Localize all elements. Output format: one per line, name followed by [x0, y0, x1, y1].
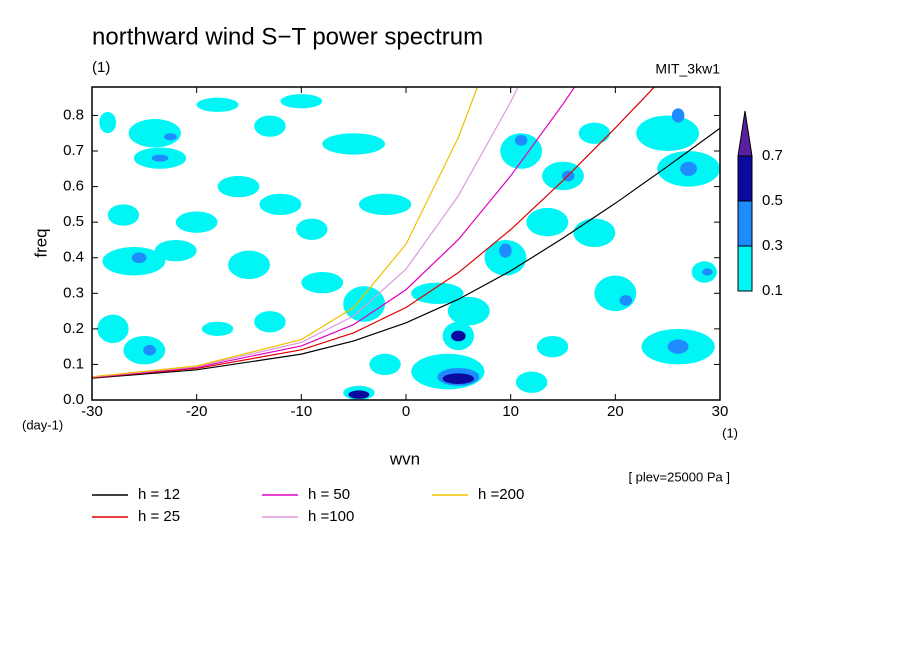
y-tick-label: 0.0: [63, 391, 84, 408]
contour-region: [280, 94, 323, 109]
contour-region: [128, 119, 181, 148]
x-axis-label: wvn: [389, 449, 420, 468]
legend-label: h = 25: [138, 508, 180, 525]
contour-region: [442, 373, 475, 384]
dispersion-curve: [92, 87, 576, 378]
x-tick-label: 10: [502, 403, 519, 420]
x-tick-label: 20: [607, 403, 624, 420]
colorbar-label: 0.7: [762, 147, 783, 164]
y-tick-label: 0.8: [63, 106, 84, 123]
contour-region: [369, 353, 401, 376]
contour-region: [619, 295, 633, 306]
contour-region: [322, 133, 386, 155]
contour-region: [500, 133, 543, 169]
legend-label: h =200: [478, 486, 524, 503]
contour-region: [164, 133, 177, 141]
x-tick-label: -20: [186, 403, 208, 420]
contour-region: [536, 335, 569, 358]
y-tick-label: 0.2: [63, 320, 84, 337]
y-tick-label: 0.3: [63, 284, 84, 301]
curve-layer: [92, 87, 720, 379]
y-tick-label: 0.5: [63, 213, 84, 230]
y-axis-label: freq: [31, 228, 50, 257]
colorbar-box: [737, 155, 753, 202]
contour-region: [131, 252, 147, 264]
y-tick-label: 0.1: [63, 355, 84, 372]
dispersion-curve: [92, 87, 519, 378]
contour-region: [259, 193, 302, 216]
contour-region: [97, 314, 129, 344]
contour-region: [573, 218, 616, 248]
contour-region: [515, 371, 548, 393]
colorbar-label: 0.1: [762, 282, 783, 299]
contour-region: [499, 243, 512, 258]
contour-region: [196, 97, 239, 112]
contour-region: [107, 204, 140, 226]
legend-label: h = 50: [308, 486, 350, 503]
contour-region: [447, 296, 490, 326]
contour-region: [348, 390, 370, 399]
y-unit: (day-1): [22, 417, 63, 432]
chart-title: northward wind S−T power spectrum: [92, 23, 483, 50]
legend-label: h =100: [308, 508, 354, 525]
contour-region: [217, 175, 260, 198]
contour-region: [636, 115, 700, 152]
y-tick-label: 0.6: [63, 178, 84, 195]
contour-region: [578, 122, 611, 144]
dispersion-curve: [92, 87, 479, 378]
contour-region: [594, 275, 637, 312]
colorbar-box: [737, 245, 753, 292]
contour-region: [201, 321, 234, 336]
colorbar-extension: [737, 110, 753, 157]
subtitle: (1): [92, 59, 110, 76]
x-tick-label: -30: [81, 403, 103, 420]
contour-region: [301, 271, 344, 294]
annotation: [ plev=25000 Pa ]: [628, 469, 730, 484]
contour-region: [680, 161, 697, 176]
contour-region: [151, 154, 169, 162]
contour-region: [254, 115, 286, 137]
colorbar-label: 0.5: [762, 192, 783, 209]
colorbar-label: 0.3: [762, 237, 783, 254]
contour-region: [358, 193, 412, 216]
contour-region: [702, 268, 713, 276]
x-tick-label: 30: [712, 403, 729, 420]
contour-region: [514, 135, 528, 146]
contour-region: [228, 250, 270, 280]
contour-layer: [97, 94, 720, 400]
colorbar-box: [737, 200, 753, 247]
legend-label: h = 12: [138, 486, 180, 503]
dispersion-curve: [92, 127, 720, 379]
contour-region: [526, 207, 569, 237]
contour-region: [296, 218, 328, 240]
contour-region: [254, 311, 286, 333]
contour-region: [451, 330, 466, 342]
contour-region: [343, 286, 386, 322]
x-tick-label: 0: [402, 403, 410, 420]
y-tick-label: 0.4: [63, 249, 84, 266]
contour-region: [667, 339, 689, 354]
y-tick-label: 0.7: [63, 142, 84, 159]
contour-region: [154, 239, 197, 262]
x-tick-label: -10: [290, 403, 312, 420]
x-unit: (1): [722, 425, 738, 440]
contour-region: [175, 211, 218, 233]
label-right: MIT_3kw1: [655, 61, 720, 77]
contour-region: [671, 108, 685, 123]
contour-region: [99, 111, 117, 134]
contour-region: [411, 282, 464, 304]
dispersion-curve: [92, 87, 656, 379]
contour-region: [143, 344, 156, 356]
